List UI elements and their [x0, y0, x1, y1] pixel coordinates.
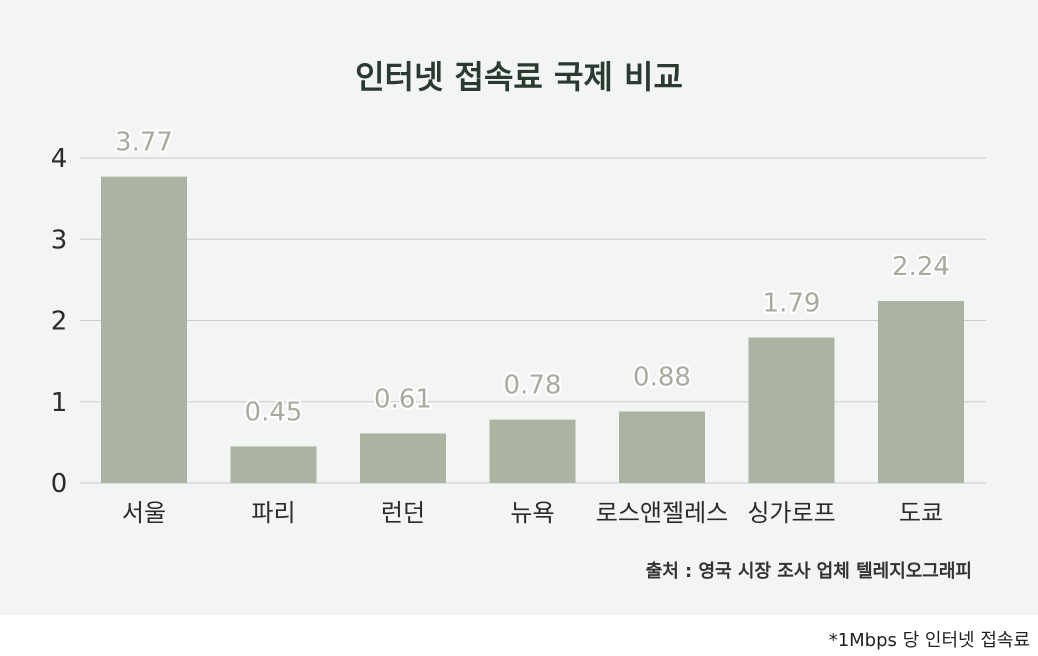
y-tick-label: 3	[51, 225, 68, 255]
unit-note: *1Mbps 당 인터넷 접속료	[828, 630, 1030, 651]
bar	[489, 419, 576, 483]
bar	[101, 176, 187, 483]
value-label: 2.24	[892, 252, 950, 282]
bar	[748, 337, 835, 483]
y-tick-label: 0	[51, 469, 68, 499]
x-tick-label: 파리	[251, 499, 295, 527]
value-label: 0.88	[633, 363, 691, 393]
bar	[878, 301, 964, 483]
y-tick-label: 1	[51, 388, 68, 418]
x-tick-label: 서울	[122, 499, 166, 527]
chart-panel: 인터넷 접속료 국제 비교 0 1 2 3 4 3.77 서울 0.45 파리 0.61 런던 0.7…	[0, 0, 1038, 615]
value-label: 0.78	[504, 371, 562, 401]
x-tick-label: 런던	[381, 499, 425, 527]
value-label: 1.79	[763, 289, 821, 319]
value-label: 0.61	[374, 384, 432, 414]
x-tick-label: 도쿄	[899, 499, 943, 527]
value-label: 0.45	[245, 397, 303, 427]
y-tick-label: 4	[51, 144, 68, 174]
chart-title: 인터넷 접속료 국제 비교	[355, 58, 683, 96]
bar	[230, 446, 317, 483]
bar-chart: 0 1 2 3 4 3.77 서울 0.45 파리 0.61 런던 0.78 뉴욕 0.88 로스앤젤레스 1…	[51, 126, 986, 527]
y-tick-label: 2	[51, 307, 68, 337]
value-label: 3.77	[115, 128, 173, 158]
bar	[619, 411, 705, 483]
x-tick-label: 싱가로프	[747, 499, 835, 527]
x-tick-label: 로스앤젤레스	[596, 499, 728, 527]
x-tick-label: 뉴욕	[510, 499, 554, 527]
source-note: 출처 : 영국 시장 조사 업체 텔레지오그래피	[645, 561, 972, 582]
bar	[360, 433, 446, 483]
